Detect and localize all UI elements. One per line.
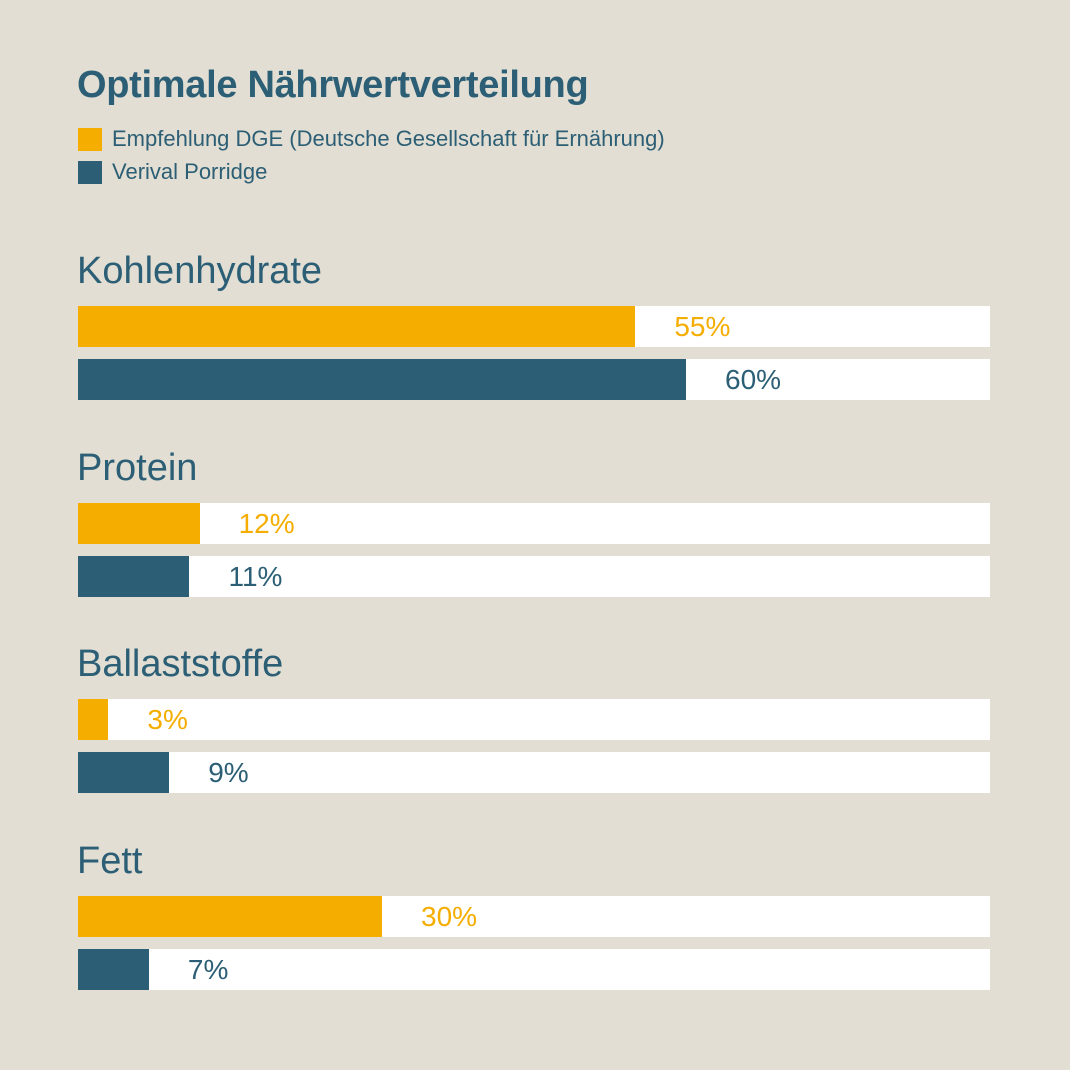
bar-dge bbox=[78, 896, 382, 937]
legend-item-dge: Empfehlung DGE (Deutsche Gesellschaft fü… bbox=[78, 126, 665, 151]
bar-verival bbox=[78, 556, 190, 597]
data-label: 55% bbox=[674, 311, 731, 342]
bar-verival bbox=[78, 359, 686, 400]
bar-dge bbox=[78, 503, 200, 544]
bar-track: 9% bbox=[78, 752, 990, 793]
bar-track: 11% bbox=[78, 556, 990, 597]
category-label: Protein bbox=[77, 447, 198, 489]
data-label: 30% bbox=[421, 901, 478, 932]
legend-item-verival: Verival Porridge bbox=[78, 159, 268, 184]
bar-group-fett: Fett 30% 7% bbox=[77, 840, 990, 1008]
bar-track: 3% bbox=[78, 699, 990, 740]
legend-swatch-verival bbox=[78, 160, 102, 184]
bar-group-kohlenhydrate: Kohlenhydrate 55% 60% bbox=[77, 250, 990, 418]
bar-track: 7% bbox=[78, 949, 990, 990]
data-label: 11% bbox=[228, 561, 283, 592]
bar-track: 12% bbox=[78, 503, 990, 544]
bar-verival bbox=[78, 752, 170, 793]
legend-swatch-dge bbox=[78, 127, 102, 151]
data-label: 9% bbox=[208, 757, 249, 788]
category-label: Ballaststoffe bbox=[77, 643, 284, 685]
bar-track: 55% bbox=[78, 306, 990, 347]
data-label: 60% bbox=[725, 364, 782, 395]
data-label: 12% bbox=[238, 508, 295, 539]
bar-group-ballaststoffe: Ballaststoffe 3% 9% bbox=[77, 643, 990, 811]
bar-dge bbox=[78, 699, 109, 740]
bar-group-protein: Protein 12% 11% bbox=[77, 447, 990, 615]
legend-label-verival: Verival Porridge bbox=[112, 159, 268, 184]
chart-title: Optimale Nährwertverteilung bbox=[77, 64, 589, 106]
legend-label-dge: Empfehlung DGE (Deutsche Gesellschaft fü… bbox=[112, 126, 665, 151]
category-label: Fett bbox=[77, 840, 143, 882]
bar-verival bbox=[78, 949, 149, 990]
data-label: 3% bbox=[147, 704, 188, 735]
bar-track: 30% bbox=[78, 896, 990, 937]
category-label: Kohlenhydrate bbox=[77, 250, 323, 292]
bar-track: 60% bbox=[78, 359, 990, 400]
bar-dge bbox=[78, 306, 636, 347]
data-label: 7% bbox=[187, 954, 229, 985]
